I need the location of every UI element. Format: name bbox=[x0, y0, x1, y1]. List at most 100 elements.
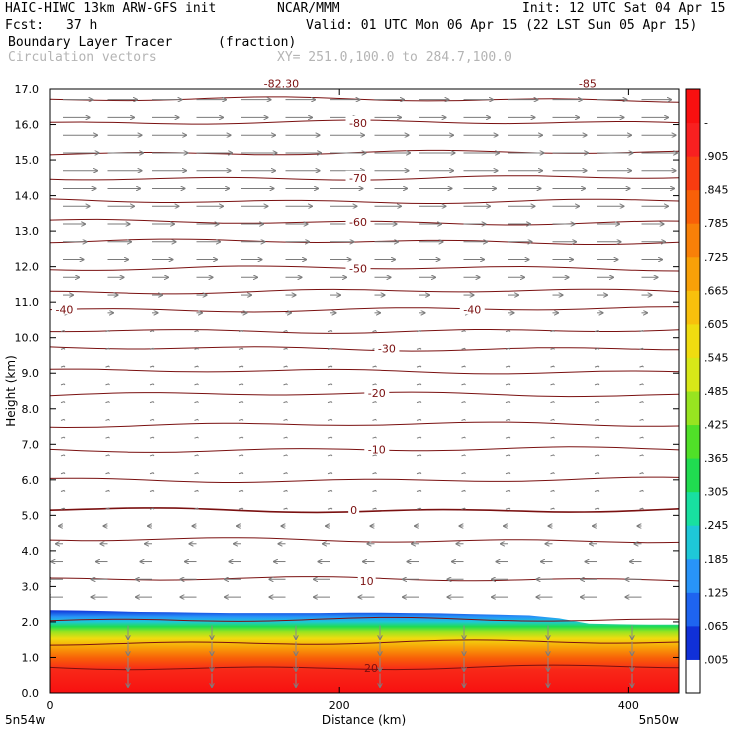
y-tick-label: 12.0 bbox=[15, 261, 40, 274]
wind-vector bbox=[550, 330, 555, 333]
boundary-layer-fill bbox=[50, 610, 679, 693]
isotherm-label: 20 bbox=[364, 662, 378, 675]
y-tick-label: 17.0 bbox=[15, 83, 40, 96]
wind-vector bbox=[105, 365, 110, 368]
wind-vector bbox=[283, 436, 288, 439]
wind-vector bbox=[105, 507, 110, 510]
wind-vector bbox=[194, 507, 199, 510]
isotherm-label-bg bbox=[364, 385, 390, 398]
wind-vector bbox=[60, 507, 66, 510]
isotherm-line bbox=[50, 346, 679, 352]
wind-vector bbox=[60, 365, 66, 368]
colorbar-label: .845 bbox=[704, 184, 729, 197]
colorbar-swatch bbox=[686, 89, 700, 124]
wind-vector bbox=[639, 436, 644, 439]
isotherm-label: -40 bbox=[463, 303, 481, 316]
wind-vector bbox=[639, 418, 644, 421]
left-endpoint-label: 5n54w bbox=[5, 713, 46, 727]
wind-vector bbox=[639, 365, 644, 368]
isotherm-line bbox=[50, 537, 679, 544]
wind-vector bbox=[594, 383, 600, 386]
isotherm-label: 0 bbox=[350, 504, 357, 517]
wind-vector bbox=[327, 507, 333, 510]
isotherm-line bbox=[50, 288, 679, 295]
wind-vector bbox=[416, 383, 422, 386]
colorbar-label: .485 bbox=[704, 385, 729, 398]
wind-vector bbox=[194, 489, 199, 492]
wind-vector bbox=[416, 347, 422, 350]
y-tick-label: 11.0 bbox=[15, 296, 40, 309]
wind-vector bbox=[505, 507, 511, 510]
wind-vector bbox=[461, 383, 466, 386]
forecast-label: Fcst: bbox=[5, 18, 45, 33]
colorbar-swatch bbox=[686, 223, 700, 258]
wind-vector bbox=[60, 489, 66, 492]
wind-vector bbox=[105, 401, 110, 404]
model-title: HAIC-HIWC 13km ARW-GFS init bbox=[5, 1, 217, 16]
wind-vector bbox=[105, 454, 110, 457]
colorbar-label: .545 bbox=[704, 351, 729, 364]
wind-vector bbox=[194, 436, 199, 439]
colorbar-swatch bbox=[686, 525, 700, 560]
field-name: Boundary Layer Tracer bbox=[8, 35, 173, 50]
wind-vector bbox=[327, 436, 333, 439]
y-tick-label: 15.0 bbox=[15, 154, 40, 167]
wind-vector bbox=[594, 489, 600, 492]
wind-vector bbox=[550, 472, 555, 475]
colorbar-swatch bbox=[686, 592, 700, 627]
wind-vector bbox=[327, 383, 333, 386]
wind-vector bbox=[461, 489, 466, 492]
colorbar-label: .185 bbox=[704, 553, 729, 566]
wind-vector bbox=[194, 401, 199, 404]
wind-vector bbox=[327, 401, 333, 404]
wind-vector bbox=[283, 330, 288, 333]
wind-vector bbox=[60, 347, 66, 350]
x-tick-label: 0 bbox=[47, 699, 54, 712]
isotherm-label-bg bbox=[345, 261, 371, 274]
wind-vector bbox=[238, 507, 244, 510]
wind-vector bbox=[594, 401, 600, 404]
colorbar-label: .065 bbox=[704, 620, 729, 633]
y-tick-label: 13.0 bbox=[15, 225, 40, 238]
wind-vector bbox=[194, 365, 199, 368]
y-tick-label: 2.0 bbox=[22, 616, 40, 629]
wind-vector bbox=[60, 436, 66, 439]
isotherm-label: -10 bbox=[368, 444, 386, 457]
colorbar-swatch bbox=[686, 189, 700, 224]
isotherm-label-bg bbox=[459, 302, 485, 315]
wind-vector bbox=[639, 401, 644, 404]
wind-vector bbox=[594, 365, 600, 368]
colorbar-swatch bbox=[686, 458, 700, 493]
colorbar-frame bbox=[685, 88, 701, 694]
isotherm-label-bg bbox=[345, 215, 371, 228]
wind-vector bbox=[238, 401, 244, 404]
wind-vector bbox=[283, 401, 288, 404]
wind-vector bbox=[149, 436, 155, 439]
colorbar-swatch bbox=[686, 290, 700, 325]
wind-vector bbox=[238, 418, 244, 421]
wind-vector bbox=[416, 330, 422, 333]
wind-vector bbox=[327, 347, 333, 350]
wind-vector bbox=[550, 436, 555, 439]
isotherm-label: -80 bbox=[349, 117, 367, 130]
wind-vector bbox=[639, 472, 644, 475]
wind-vector bbox=[238, 472, 244, 475]
wind-vector bbox=[461, 347, 466, 350]
wind-vector bbox=[550, 383, 555, 386]
wind-vector bbox=[283, 489, 288, 492]
wind-vector bbox=[238, 347, 244, 350]
wind-vector bbox=[372, 383, 377, 386]
wind-vector bbox=[238, 436, 244, 439]
wind-vector bbox=[60, 383, 66, 386]
colorbar-swatch bbox=[686, 156, 700, 191]
isotherm-line bbox=[50, 664, 679, 671]
colorbar-swatch bbox=[686, 391, 700, 426]
colorbar-label: .365 bbox=[704, 452, 729, 465]
wind-vector bbox=[327, 365, 333, 368]
wind-vector bbox=[505, 418, 511, 421]
colorbar-swatch bbox=[686, 424, 700, 459]
y-tick-label: 10.0 bbox=[15, 332, 40, 345]
wind-vector bbox=[194, 472, 199, 475]
cross-section-endpoints: XY= 251.0,100.0 to 284.7,100.0 bbox=[277, 50, 512, 65]
